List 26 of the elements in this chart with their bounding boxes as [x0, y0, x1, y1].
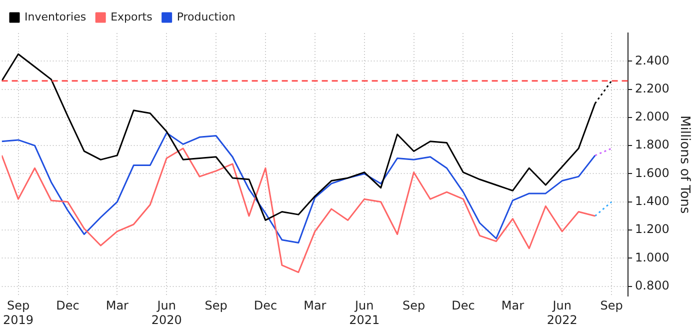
- y-tick-label: 2.400: [635, 53, 670, 68]
- y-tick-label: 1.000: [635, 250, 670, 264]
- x-tick-label: Mar: [304, 298, 326, 313]
- x-tick-label: Jun 2022: [546, 298, 578, 327]
- legend-label: Inventories: [24, 10, 86, 24]
- y-tick-label: 1.600: [635, 166, 670, 180]
- y-axis-title: Millions of Tons: [676, 116, 692, 214]
- y-tick-label: 1.800: [635, 138, 670, 152]
- y-tick-label: 1.400: [635, 194, 670, 208]
- x-tick-label: Mar: [106, 298, 129, 313]
- x-tick-label: Dec: [56, 298, 80, 313]
- legend-label: Production: [176, 10, 236, 24]
- x-tick-label: Sep: [600, 298, 623, 313]
- x-tick-label: Sep 2019: [2, 298, 34, 327]
- x-tick-label: Sep: [402, 298, 426, 313]
- x-tick-label: Dec: [452, 298, 475, 313]
- y-tick-label: 0.800: [635, 278, 670, 292]
- x-tick-label: Jun 2020: [151, 298, 182, 327]
- y-tick-label: 2.000: [635, 110, 670, 124]
- x-tick-label: Jun 2021: [349, 298, 380, 327]
- x-tick-label: Sep: [204, 298, 228, 313]
- y-tick-label: 1.200: [635, 222, 670, 236]
- x-tick-label: Mar: [501, 298, 524, 313]
- x-tick-label: Dec: [254, 298, 278, 313]
- y-tick-label: 2.200: [635, 81, 670, 96]
- legend-label: Exports: [110, 10, 153, 24]
